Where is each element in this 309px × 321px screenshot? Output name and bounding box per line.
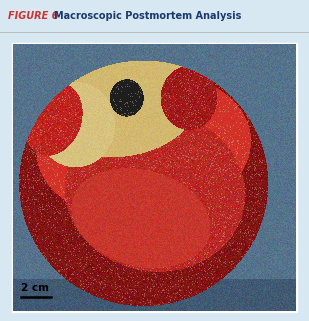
Text: 2 cm: 2 cm bbox=[21, 283, 49, 293]
Text: FIGURE 6: FIGURE 6 bbox=[8, 11, 58, 21]
Bar bbox=[12, 43, 297, 312]
Bar bbox=[0, 0, 309, 32]
Text: Macroscopic Postmortem Analysis: Macroscopic Postmortem Analysis bbox=[54, 11, 241, 21]
